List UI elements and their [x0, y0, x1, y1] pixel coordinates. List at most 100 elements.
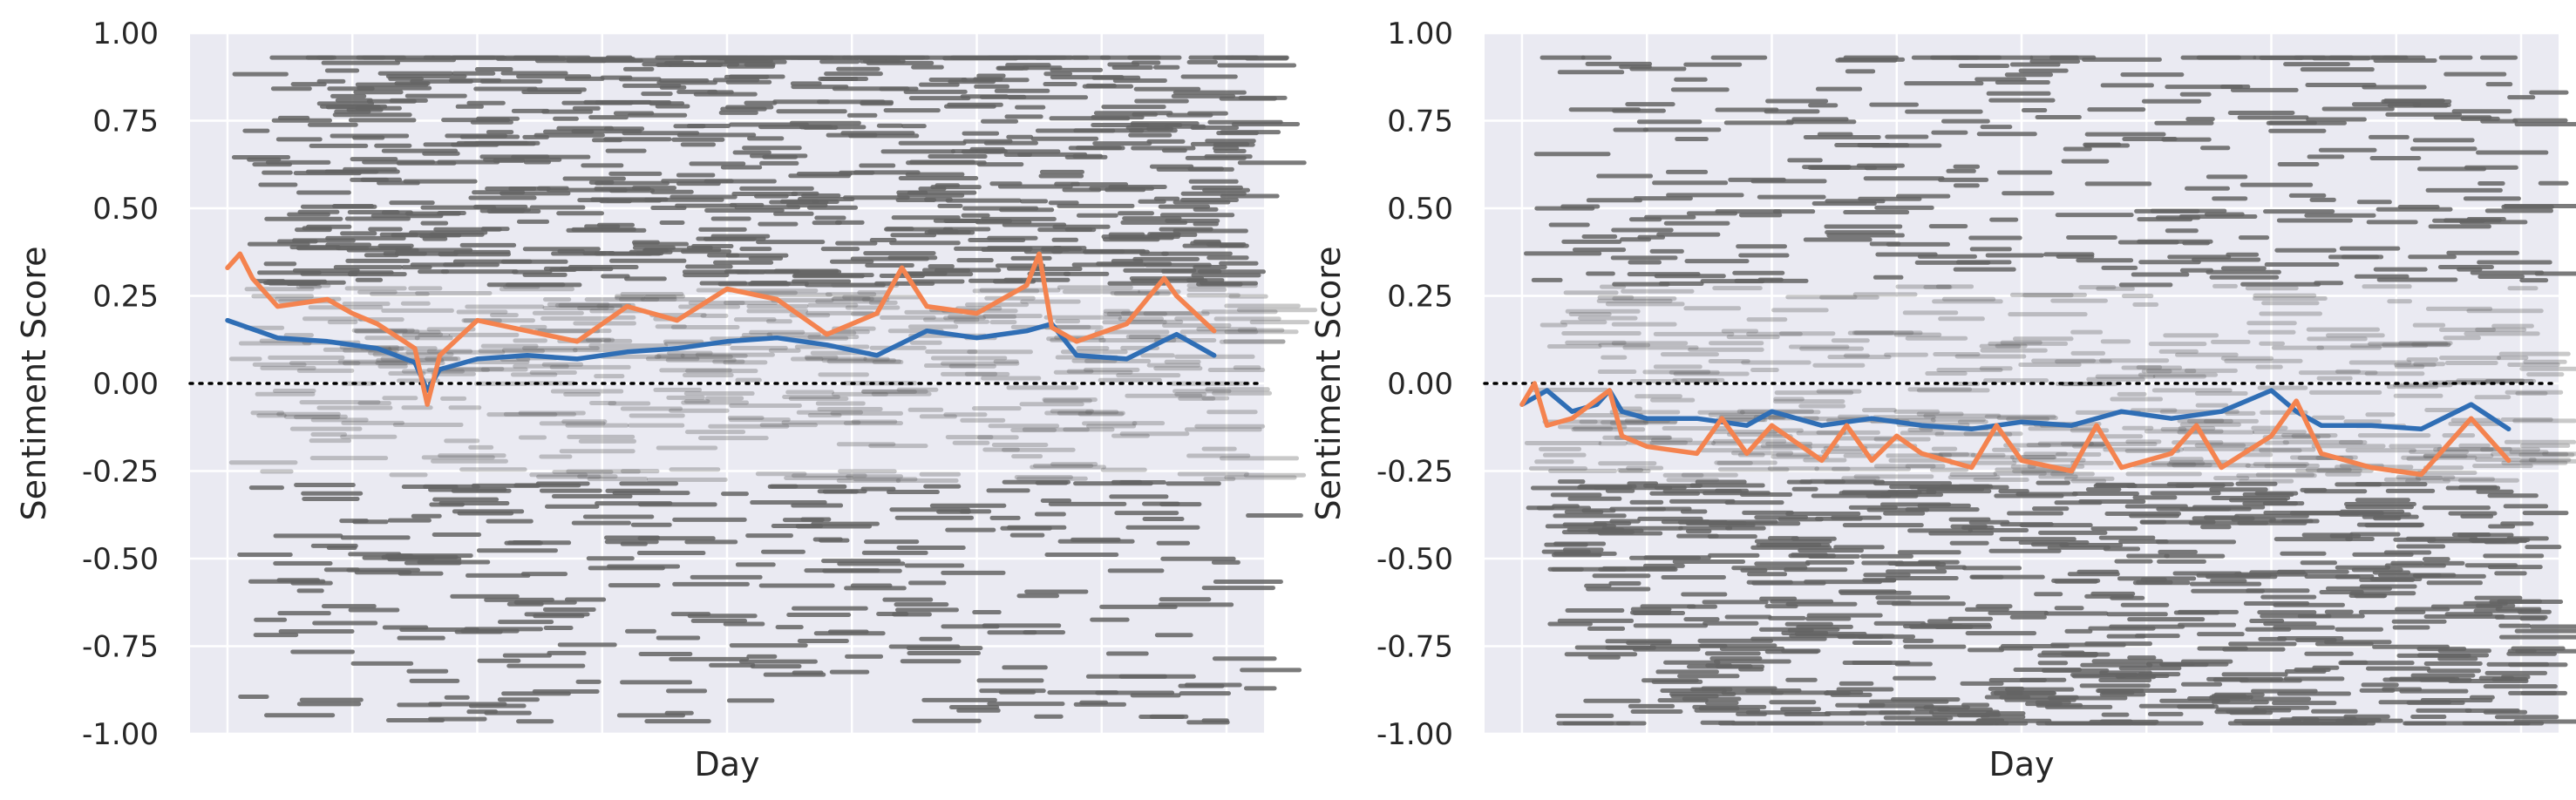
score-point: [1003, 277, 1071, 282]
score-point: [775, 625, 804, 630]
score-point: [2383, 550, 2432, 555]
score-point: [2538, 180, 2569, 186]
score-point: [1581, 508, 1616, 513]
score-point: [493, 158, 526, 163]
score-point: [490, 207, 531, 213]
score-point: [1930, 417, 1986, 423]
score-point: [864, 539, 920, 545]
score-point: [1524, 251, 1602, 256]
score-point: [1033, 267, 1083, 272]
score-point: [767, 484, 847, 489]
score-point: [2364, 371, 2425, 376]
score-point: [819, 59, 860, 64]
score-point: [1048, 501, 1127, 506]
score-point: [612, 491, 690, 496]
score-point: [1814, 516, 1863, 521]
score-point: [2246, 321, 2297, 326]
score-point: [945, 435, 994, 440]
score-point: [2306, 327, 2380, 332]
score-point: [1154, 633, 1193, 638]
score-point: [2484, 208, 2553, 214]
score-point: [2507, 286, 2539, 291]
score-point: [1202, 187, 1250, 193]
score-point: [869, 237, 897, 242]
score-point: [2498, 351, 2571, 356]
score-point: [805, 310, 874, 315]
score-point: [1653, 364, 1703, 369]
score-point: [2316, 468, 2362, 473]
score-point: [755, 471, 807, 477]
score-point: [1769, 700, 1817, 705]
score-point: [1024, 589, 1089, 594]
score-point: [2456, 378, 2525, 383]
score-point: [1893, 409, 1940, 414]
score-point: [2236, 473, 2317, 478]
score-point: [1988, 98, 2056, 103]
score-point: [1669, 498, 1736, 504]
score-point: [2249, 619, 2285, 624]
score-point: [1174, 316, 1201, 322]
score-point: [669, 194, 737, 200]
score-point: [2416, 470, 2477, 475]
score-point: [2392, 625, 2430, 630]
score-point: [2206, 269, 2281, 275]
score-point: [2368, 341, 2449, 346]
score-point: [655, 324, 687, 329]
score-point: [2529, 90, 2569, 95]
score-point: [1206, 242, 1247, 247]
score-point: [2297, 614, 2365, 619]
score-point: [2517, 609, 2552, 614]
score-point: [2225, 410, 2256, 416]
score-point: [2362, 284, 2412, 289]
score-point: [270, 86, 312, 92]
score-point: [1005, 63, 1051, 68]
score-point: [1158, 602, 1234, 607]
score-point: [334, 109, 371, 114]
score-point: [1084, 410, 1119, 415]
score-point: [807, 335, 860, 340]
score-point: [1156, 540, 1191, 546]
y-tick-label: 0.00: [92, 367, 159, 402]
score-point: [1839, 590, 1912, 595]
score-point: [452, 55, 506, 60]
score-point: [2451, 109, 2512, 114]
score-point: [349, 270, 394, 275]
score-point: [632, 240, 660, 245]
score-point: [2483, 684, 2558, 689]
score-point: [1757, 194, 1826, 200]
score-point: [2127, 617, 2206, 622]
score-point: [523, 159, 551, 165]
score-point: [1040, 498, 1072, 503]
score-point: [907, 324, 959, 329]
score-point: [2425, 187, 2503, 193]
score-point: [423, 55, 452, 60]
score-point: [1034, 512, 1066, 517]
score-point: [2519, 443, 2571, 448]
score-point: [1030, 136, 1099, 141]
score-point: [2186, 418, 2233, 424]
score-point: [773, 211, 814, 216]
score-point: [1177, 471, 1249, 477]
score-point: [1077, 411, 1125, 417]
score-point: [445, 349, 506, 355]
score-point: [539, 488, 602, 493]
score-point: [562, 176, 626, 181]
score-point: [1043, 82, 1077, 87]
score-point: [641, 92, 673, 97]
score-point: [2364, 523, 2423, 528]
score-point: [2244, 447, 2316, 452]
score-point: [943, 315, 986, 321]
score-point: [587, 477, 649, 482]
score-point: [549, 364, 631, 369]
score-point: [620, 292, 684, 297]
score-point: [776, 109, 847, 114]
score-point: [411, 513, 442, 519]
score-point: [415, 290, 493, 295]
score-point: [599, 199, 633, 204]
score-point: [465, 304, 545, 309]
score-point: [2324, 609, 2354, 614]
score-point: [1571, 427, 1646, 432]
score-point: [2179, 268, 2214, 273]
score-point: [1174, 391, 1207, 397]
right-chart: 1.000.750.500.250.00-0.25-0.50-0.75-1.00…: [1309, 17, 2576, 783]
